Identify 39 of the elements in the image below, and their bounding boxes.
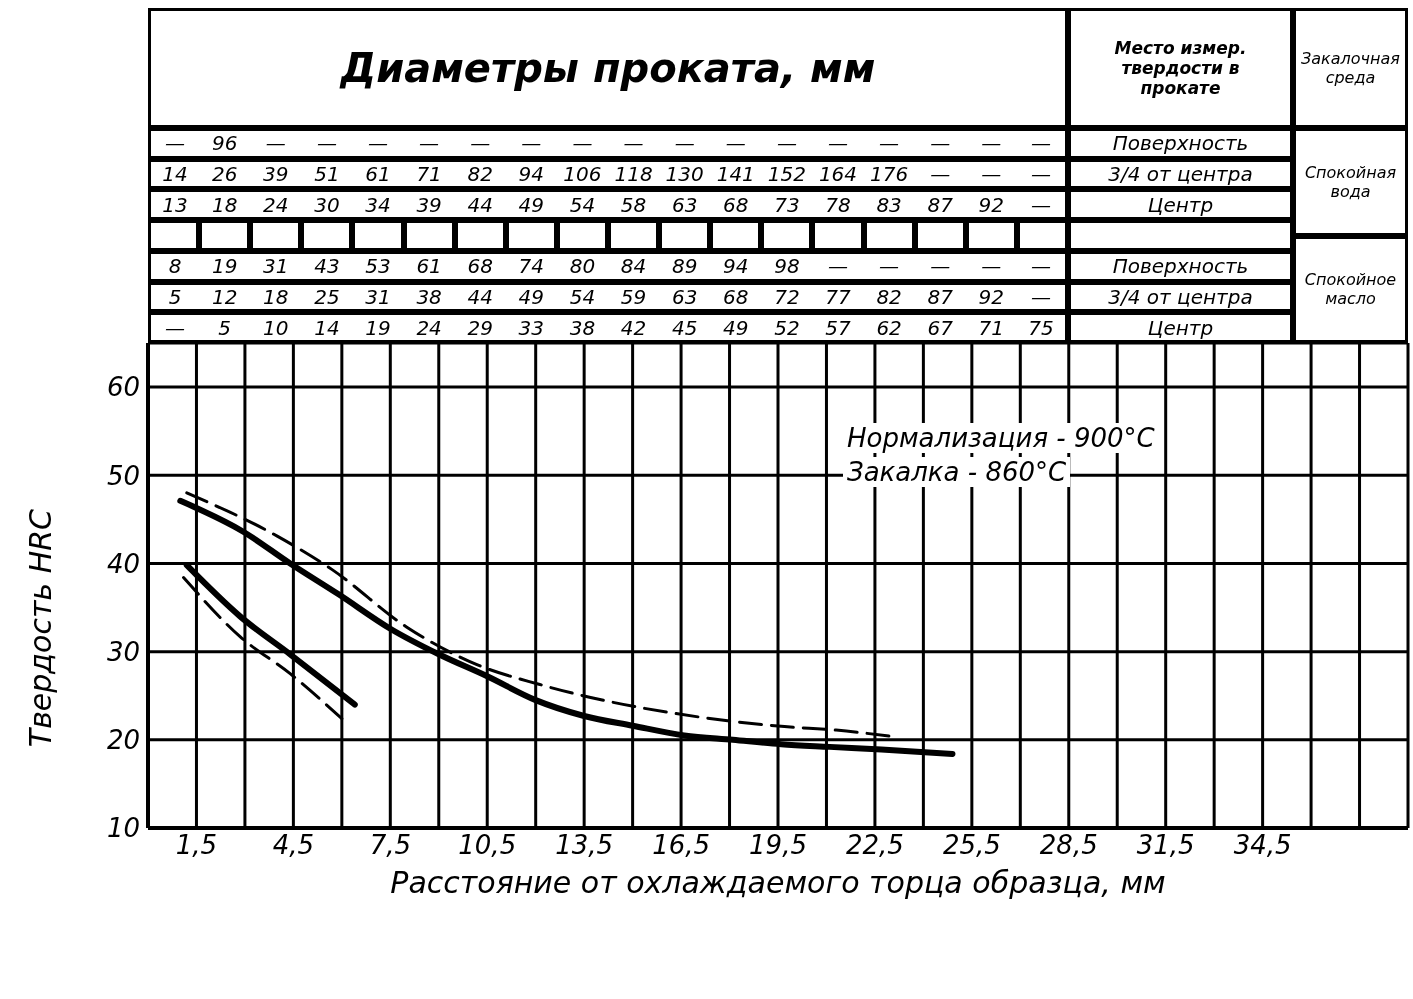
text: 14 26 39 51 61 71 82 94 106 118 130 141 152 164 176 — — — bbox=[162, 162, 1051, 187]
text: 13 18 24 30 34 39 44 49 54 58 63 68 73 78 83 87 92 — bbox=[162, 192, 1051, 217]
x-tick-label: 25,5 bbox=[942, 830, 1001, 861]
text: Спокойная вода bbox=[1293, 128, 1408, 236]
x-tick-label: 10,5 bbox=[458, 830, 517, 861]
text: 3/4 от центра bbox=[1068, 158, 1293, 190]
y-axis-title: Твердость HRC bbox=[22, 508, 58, 748]
x-tick-label: 4,5 bbox=[272, 830, 315, 861]
x-axis-title: Расстояние от охлаждаемого торца образца, мм bbox=[390, 865, 1166, 900]
text: Центр bbox=[1068, 312, 1293, 343]
x-tick-label: 1,5 bbox=[175, 830, 218, 861]
text: — 96 — — — — — — — — — — — — — — — — bbox=[165, 131, 1051, 156]
y-tick-label: 60 bbox=[106, 372, 140, 403]
y-tick-label: 10 bbox=[106, 813, 140, 844]
x-tick-label: 22,5 bbox=[845, 830, 904, 861]
text: Спокойное масло bbox=[1293, 235, 1408, 343]
y-tick-label: 40 bbox=[106, 548, 140, 579]
text: Поверхность bbox=[1068, 250, 1293, 282]
annotation: Закалка - 860°C bbox=[843, 457, 1071, 487]
y-tick-label: 30 bbox=[106, 636, 140, 667]
text: 5 12 18 25 31 38 44 49 54 59 63 68 72 77 82 87 92 — bbox=[168, 284, 1051, 309]
x-tick-label: 7,5 bbox=[369, 830, 411, 861]
x-tick-label: 13,5 bbox=[555, 830, 614, 861]
y-tick-label: 20 bbox=[106, 725, 140, 756]
x-tick-label: 16,5 bbox=[652, 830, 711, 861]
text: Центр bbox=[1068, 189, 1293, 221]
x-tick-label: 19,5 bbox=[749, 830, 807, 861]
annotation: Нормализация - 900°C bbox=[843, 423, 1159, 453]
text: 8 19 31 43 53 61 68 74 80 84 89 94 98 — — — — — bbox=[168, 254, 1051, 279]
text: Место измер. твердости в прокате bbox=[1068, 8, 1293, 128]
x-tick-label: 28,5 bbox=[1039, 830, 1098, 861]
text: — 5 10 14 19 24 29 33 38 42 45 49 52 57 62 67 71 75 bbox=[165, 315, 1054, 340]
text: Закалочная среда bbox=[1293, 8, 1408, 128]
text: Диаметры проката, мм bbox=[148, 8, 1068, 128]
text: Поверхность bbox=[1068, 128, 1293, 159]
x-tick-label: 31,5 bbox=[1136, 830, 1195, 861]
x-tick-label: 34,5 bbox=[1233, 830, 1292, 861]
y-tick-label: 50 bbox=[106, 460, 140, 491]
text: 3/4 от центра bbox=[1068, 281, 1293, 313]
